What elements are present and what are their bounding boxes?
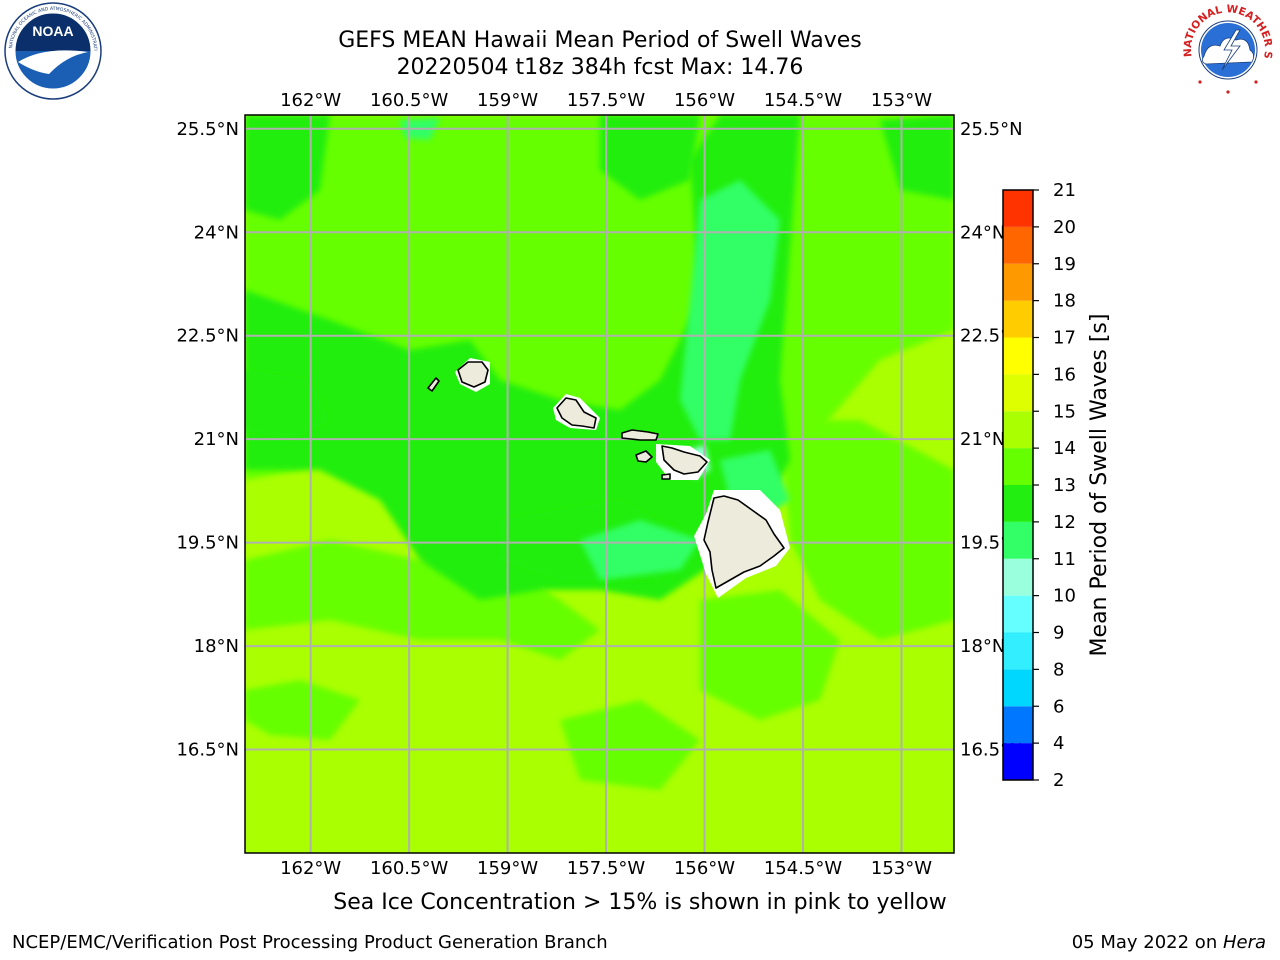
- contour-region-8: [245, 115, 330, 220]
- noaa-logo: NOAA NATIONAL OCEANIC AND ATMOSPHERIC AD…: [2, 0, 102, 100]
- colorbar-tick-label: 6: [1053, 696, 1064, 717]
- lon-tick-label-bottom: 159°W: [477, 858, 538, 879]
- island-molokai: [621, 429, 659, 441]
- colorbar: 2 4 6 8 9 10 11 12 13 14 15 16 17 18 19 20 21: [1002, 180, 1076, 791]
- colorbar-tick-label: 9: [1053, 623, 1064, 644]
- contour-region-14: [580, 520, 700, 580]
- colorbar-tick-label: 4: [1053, 733, 1064, 754]
- island-oahu: [556, 397, 597, 429]
- colorbar-segment: [1003, 485, 1033, 522]
- colorbar-tick-label: 8: [1053, 659, 1064, 680]
- colorbar-tick-label: 18: [1053, 291, 1076, 312]
- lon-tick-label-bottom: 154.5°W: [764, 858, 843, 879]
- colorbar-tick-label: 20: [1053, 217, 1076, 238]
- colorbar-tick-label: 19: [1053, 254, 1076, 275]
- island-kauai: [457, 361, 489, 388]
- colorbar-tick-label: 13: [1053, 475, 1076, 496]
- colorbar-tick-label: 11: [1053, 549, 1076, 570]
- colorbar-segment: [1003, 374, 1033, 412]
- lon-tick-label-bottom: 157.5°W: [567, 858, 646, 879]
- island-kahoolawe: [661, 473, 671, 480]
- colorbar-segment: [1003, 669, 1033, 707]
- contour-region-4: [245, 680, 360, 740]
- colorbar-segment: [1003, 558, 1033, 596]
- lon-tick-label-bottom: 160.5°W: [370, 858, 449, 879]
- contour-region-10: [245, 370, 330, 440]
- lon-tick-label-bottom: 162°W: [280, 858, 341, 879]
- sea-ice-caption: Sea Ice Concentration > 15% is shown in …: [333, 890, 947, 915]
- colorbar-segment: [1003, 411, 1033, 449]
- contour-region-12: [880, 115, 954, 200]
- footer-date: 05 May 2022 on Hera: [1072, 932, 1266, 953]
- colorbar-tick-label: 10: [1053, 586, 1076, 607]
- map-gridlines: [245, 115, 954, 853]
- lon-tick-label-top: 157.5°W: [567, 90, 646, 111]
- colorbar-segment: [1003, 337, 1033, 375]
- lon-tick-label-bottom: 156°W: [674, 858, 735, 879]
- lon-tick-label-bottom: 153°W: [871, 858, 932, 879]
- lat-tick-label-left: 24°N: [194, 222, 239, 243]
- colorbar-tick-label: 14: [1053, 438, 1076, 459]
- lon-tick-label-top: 153°W: [871, 90, 932, 111]
- colorbar-segment: [1003, 226, 1033, 264]
- map-subtitle: 20220504 t18z 384h fcst Max: 14.76: [396, 55, 804, 80]
- footer-host: Hera: [1222, 932, 1266, 953]
- colorbar-tick-label: 21: [1053, 180, 1076, 201]
- lon-tick-label-top: 156°W: [674, 90, 735, 111]
- lat-tick-label-left: 16.5°N: [176, 740, 239, 761]
- colorbar-tick-label: 12: [1053, 512, 1076, 533]
- lat-tick-label-right: 25.5°N: [960, 119, 1023, 140]
- colorbar-tick-label: 2: [1053, 770, 1064, 791]
- contour-region-6: [560, 700, 700, 790]
- lon-tick-label-top: 160.5°W: [370, 90, 449, 111]
- island-lanai: [635, 450, 653, 463]
- lat-tick-label-left: 19.5°N: [176, 533, 239, 554]
- colorbar-segment: [1003, 190, 1033, 227]
- hawaiian-islands: [427, 358, 790, 598]
- lat-tick-label-left: 22.5°N: [176, 326, 239, 347]
- lon-tick-label-top: 162°W: [280, 90, 341, 111]
- colorbar-segment: [1003, 706, 1033, 744]
- colorbar-segment: [1003, 632, 1033, 670]
- lat-tick-label-right: 21°N: [960, 429, 1005, 450]
- colorbar-segment: [1003, 595, 1033, 633]
- lat-tick-label-left: 25.5°N: [176, 119, 239, 140]
- lat-tick-label-right: 18°N: [960, 636, 1005, 657]
- island-hawaii: [703, 495, 785, 589]
- footer-credit: NCEP/EMC/Verification Post Processing Pr…: [12, 932, 608, 953]
- lon-tick-label-top: 159°W: [477, 90, 538, 111]
- colorbar-segment: [1003, 521, 1033, 559]
- island-maui: [661, 445, 708, 475]
- lon-tick-label-top: 154.5°W: [764, 90, 843, 111]
- island-niihau: [427, 377, 440, 392]
- contour-region-9: [600, 115, 700, 200]
- nws-logo: NATIONAL WEATHER SERVICE: [1174, 0, 1278, 100]
- swell-period-field: [245, 115, 954, 853]
- map-title: GEFS MEAN Hawaii Mean Period of Swell Wa…: [338, 28, 862, 53]
- noaa-logo-text: NOAA: [32, 23, 73, 39]
- colorbar-tick-label: 16: [1053, 364, 1076, 385]
- colorbar-tick-label: 17: [1053, 328, 1076, 349]
- footer-date-text: 05 May 2022 on: [1071, 932, 1223, 953]
- colorbar-segment: [1003, 743, 1033, 780]
- colorbar-segment: [1003, 448, 1033, 485]
- colorbar-segment: [1003, 263, 1033, 301]
- contour-region-3: [780, 420, 954, 640]
- lat-tick-label-right: 24°N: [960, 222, 1005, 243]
- map-frame: [244, 114, 955, 854]
- colorbar-segment: [1003, 300, 1033, 338]
- colorbar-label: Mean Period of Swell Waves [s]: [1087, 314, 1112, 657]
- colorbar-tick-label: 15: [1053, 401, 1076, 422]
- contour-region-5: [700, 590, 840, 720]
- lat-tick-label-left: 18°N: [194, 636, 239, 657]
- lat-tick-label-left: 21°N: [194, 429, 239, 450]
